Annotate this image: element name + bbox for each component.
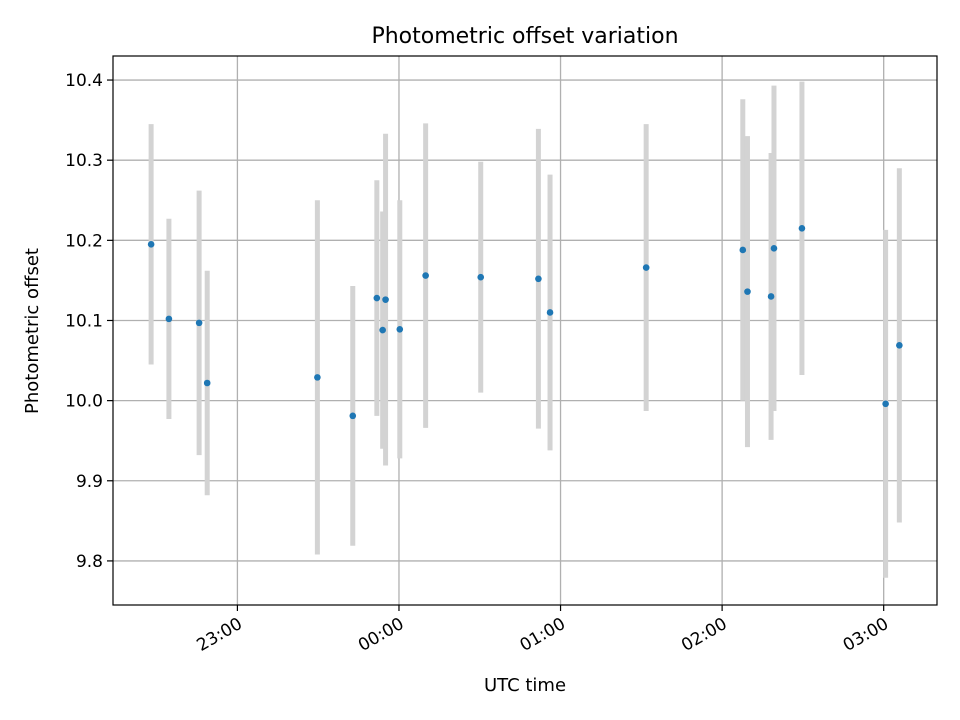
y-tick-label: 10.2	[65, 231, 103, 251]
data-point	[767, 293, 775, 300]
data-point	[798, 225, 806, 232]
data-point	[642, 264, 650, 271]
data-point	[477, 273, 485, 281]
data-point	[896, 342, 903, 349]
y-tick-label: 10.0	[65, 392, 103, 412]
y-tick-label: 9.9	[76, 472, 103, 492]
y-tick-label: 10.4	[65, 71, 103, 91]
y-axis-label: Photometric offset	[22, 248, 43, 414]
data-point	[739, 246, 747, 254]
data-point	[535, 275, 542, 283]
data-point	[546, 309, 554, 316]
data-point	[147, 241, 155, 248]
data-point	[203, 379, 211, 387]
plot-area-frame	[112, 55, 938, 606]
data-point	[770, 245, 778, 252]
y-tick-label: 9.8	[76, 552, 103, 572]
data-point	[882, 400, 889, 408]
data-point	[422, 272, 429, 279]
data-points	[147, 225, 903, 420]
data-point	[744, 288, 751, 295]
data-point	[396, 325, 404, 333]
x-axis-label: UTC time	[484, 675, 566, 696]
data-point	[382, 296, 389, 303]
data-point	[314, 374, 321, 381]
y-tick-label: 10.3	[65, 151, 103, 171]
y-axis-ticks: 9.8 9.9 10.0 10.1 10.2 10.3 10.4	[65, 71, 113, 572]
y-tick-label: 10.1	[65, 311, 103, 331]
data-point	[373, 294, 381, 302]
chart-title: Photometric offset variation	[371, 24, 678, 49]
data-point	[195, 319, 203, 327]
data-point	[165, 315, 173, 323]
data-point	[379, 326, 386, 334]
data-point	[349, 412, 357, 420]
